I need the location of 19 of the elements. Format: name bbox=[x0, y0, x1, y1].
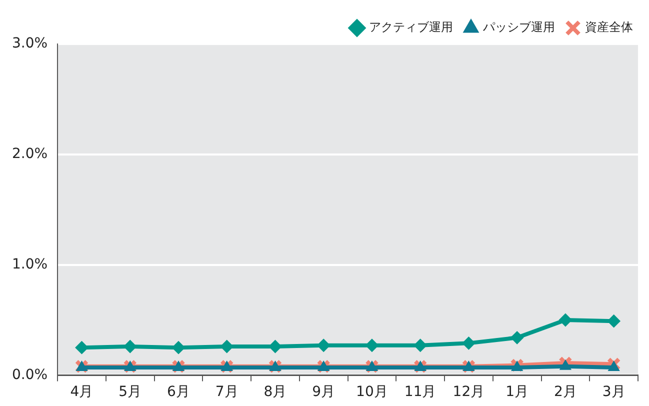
y-tick-label: 1.0% bbox=[12, 256, 48, 272]
x-tick-label: 11月 bbox=[404, 384, 436, 400]
legend-label: パッシブ運用 bbox=[482, 20, 555, 34]
x-tick-label: 8月 bbox=[264, 384, 287, 400]
x-tick-label: 9月 bbox=[312, 384, 336, 400]
x-tick-label: 12月 bbox=[452, 384, 485, 400]
x-tick-label: 3月 bbox=[602, 384, 626, 400]
y-tick-label: 0.0% bbox=[12, 366, 48, 383]
x-tick-label: 2月 bbox=[554, 384, 577, 400]
x-tick-label: 6月 bbox=[167, 384, 190, 400]
x-tick-label: 4月 bbox=[70, 384, 94, 400]
x-tick-label: 5月 bbox=[118, 384, 142, 400]
x-tick-label: 7月 bbox=[215, 384, 238, 400]
x-tick-label: 1月 bbox=[506, 384, 529, 400]
y-tick-label: 2.0% bbox=[12, 146, 48, 162]
x-tick-label: 10月 bbox=[356, 384, 388, 400]
legend-label: アクティブ運用 bbox=[369, 20, 453, 34]
y-tick-label: 3.0% bbox=[12, 36, 48, 52]
legend-label: 資産全体 bbox=[585, 20, 633, 34]
